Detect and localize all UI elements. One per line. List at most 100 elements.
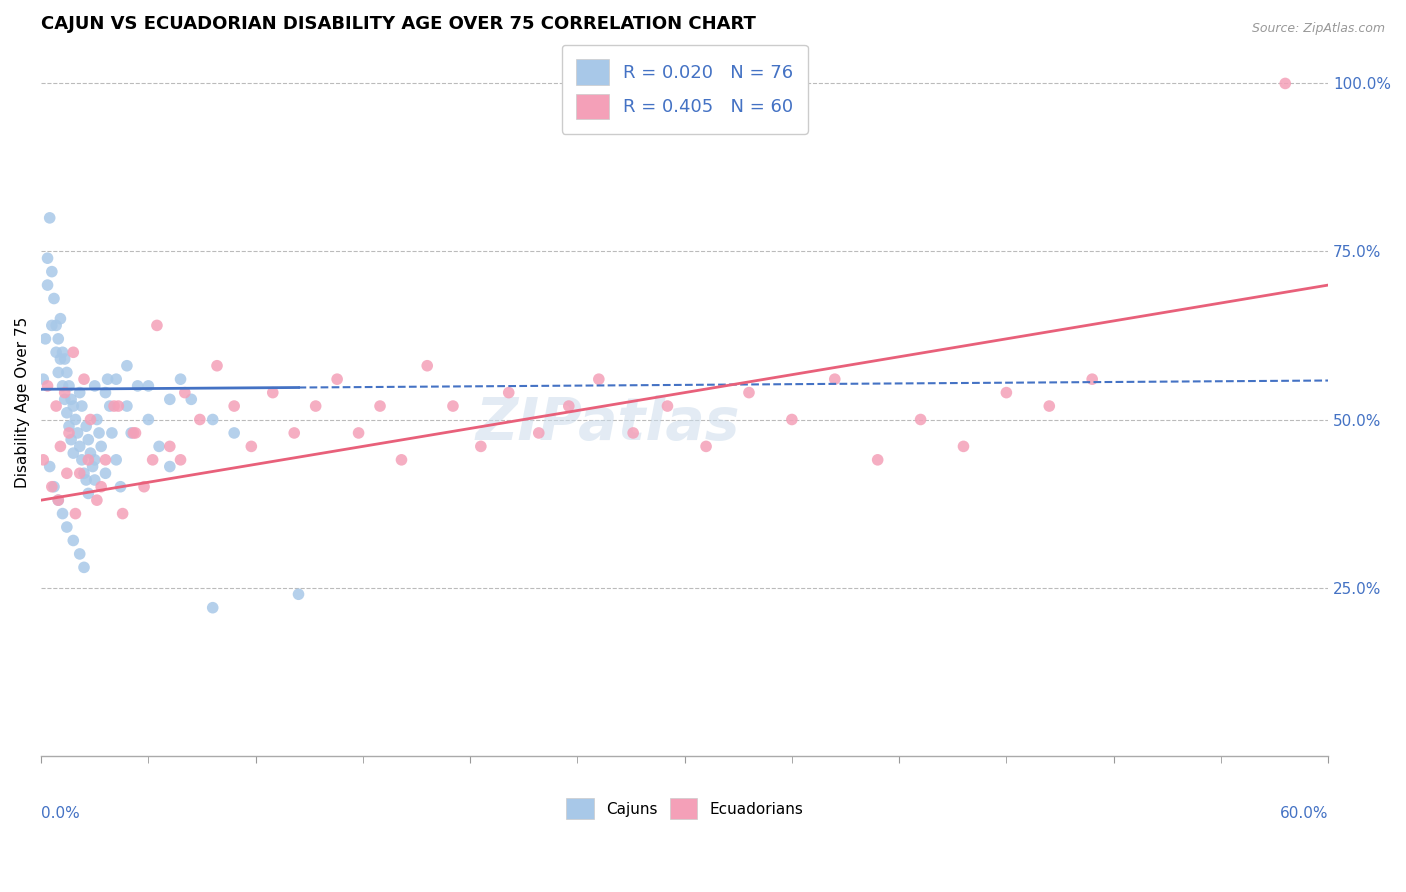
Point xyxy=(75,473,97,487)
Point xyxy=(201,600,224,615)
Point xyxy=(49,311,72,326)
Point xyxy=(79,412,101,426)
Point xyxy=(70,453,93,467)
Point xyxy=(146,318,169,333)
Point xyxy=(105,372,128,386)
Point xyxy=(53,351,76,366)
Point xyxy=(101,425,124,440)
Point xyxy=(41,480,63,494)
Point xyxy=(122,425,145,440)
Point xyxy=(866,453,889,467)
Point xyxy=(56,520,79,534)
Point xyxy=(34,332,56,346)
Point xyxy=(90,480,112,494)
Point xyxy=(37,379,59,393)
Point xyxy=(41,318,63,333)
Point xyxy=(224,425,246,440)
Point xyxy=(695,439,717,453)
Point xyxy=(83,379,105,393)
Point xyxy=(138,379,160,393)
Point xyxy=(56,467,79,481)
Point xyxy=(910,412,932,426)
Point xyxy=(287,587,309,601)
Point xyxy=(38,211,60,225)
Point xyxy=(62,345,84,359)
Point xyxy=(111,507,134,521)
Point xyxy=(105,453,128,467)
Point xyxy=(159,459,181,474)
Point xyxy=(83,473,105,487)
Point xyxy=(124,425,146,440)
Point xyxy=(45,399,67,413)
Point xyxy=(188,412,211,426)
Point xyxy=(46,332,69,346)
Point xyxy=(69,467,91,481)
Point xyxy=(416,359,439,373)
Point xyxy=(73,467,96,481)
Point xyxy=(1038,399,1060,413)
Point xyxy=(60,392,83,407)
Point xyxy=(148,439,170,453)
Point xyxy=(173,385,195,400)
Point xyxy=(41,265,63,279)
Point xyxy=(201,412,224,426)
Point xyxy=(62,399,84,413)
Point xyxy=(132,480,155,494)
Point xyxy=(87,425,110,440)
Point xyxy=(86,412,108,426)
Point xyxy=(51,345,73,359)
Point xyxy=(657,399,679,413)
Point xyxy=(169,453,191,467)
Text: ZIPatlas: ZIPatlas xyxy=(475,395,740,452)
Point xyxy=(169,372,191,386)
Point xyxy=(441,399,464,413)
Point xyxy=(621,425,644,440)
Point xyxy=(90,439,112,453)
Point xyxy=(51,507,73,521)
Point xyxy=(42,292,65,306)
Point xyxy=(70,399,93,413)
Point xyxy=(73,372,96,386)
Point xyxy=(42,480,65,494)
Point xyxy=(283,425,305,440)
Point xyxy=(65,507,87,521)
Point xyxy=(115,399,138,413)
Point xyxy=(51,379,73,393)
Point xyxy=(142,453,165,467)
Point xyxy=(49,439,72,453)
Point xyxy=(77,433,100,447)
Point xyxy=(58,425,80,440)
Point xyxy=(56,366,79,380)
Point xyxy=(94,385,117,400)
Point xyxy=(103,399,125,413)
Point xyxy=(368,399,391,413)
Point xyxy=(79,446,101,460)
Text: 0.0%: 0.0% xyxy=(41,806,80,821)
Point xyxy=(58,419,80,434)
Point xyxy=(62,446,84,460)
Y-axis label: Disability Age Over 75: Disability Age Over 75 xyxy=(15,317,30,488)
Point xyxy=(952,439,974,453)
Point xyxy=(305,399,328,413)
Point xyxy=(824,372,846,386)
Point xyxy=(470,439,492,453)
Point xyxy=(391,453,413,467)
Point xyxy=(180,392,202,407)
Point xyxy=(97,372,120,386)
Point xyxy=(66,425,89,440)
Point xyxy=(159,392,181,407)
Point xyxy=(738,385,761,400)
Point xyxy=(53,385,76,400)
Point xyxy=(138,412,160,426)
Point xyxy=(75,419,97,434)
Point xyxy=(159,439,181,453)
Point xyxy=(995,385,1018,400)
Text: 60.0%: 60.0% xyxy=(1279,806,1329,821)
Point xyxy=(205,359,228,373)
Point xyxy=(498,385,520,400)
Text: CAJUN VS ECUADORIAN DISABILITY AGE OVER 75 CORRELATION CHART: CAJUN VS ECUADORIAN DISABILITY AGE OVER … xyxy=(41,15,756,33)
Point xyxy=(60,433,83,447)
Point xyxy=(224,399,246,413)
Point xyxy=(49,351,72,366)
Point xyxy=(37,251,59,265)
